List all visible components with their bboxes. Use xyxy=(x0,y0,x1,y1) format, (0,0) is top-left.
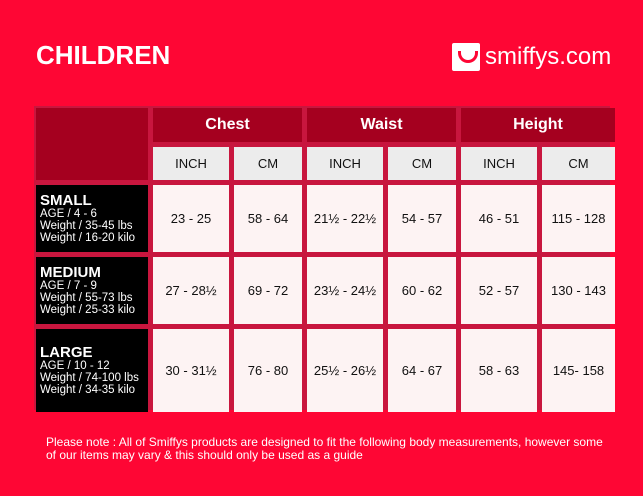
unit-header: INCH xyxy=(307,147,383,180)
table-cell: 27 - 28½ xyxy=(153,257,229,324)
unit-header: CM xyxy=(388,147,456,180)
header-waist: Waist xyxy=(307,108,456,142)
table-cell: 25½ - 26½ xyxy=(307,329,383,412)
unit-header: INCH xyxy=(153,147,229,180)
size-label: SMALL AGE / 4 - 6 Weight / 35-45 lbs Weight… xyxy=(36,185,148,252)
size-name: SMALL xyxy=(40,191,92,209)
unit-header: CM xyxy=(542,147,615,180)
size-detail: Weight / 35-45 lbs xyxy=(40,219,133,232)
size-name: LARGE xyxy=(40,343,93,361)
size-detail: Weight / 74-100 lbs xyxy=(40,371,139,384)
size-label: MEDIUM AGE / 7 - 9 Weight / 55-73 lbs Weigh… xyxy=(36,257,148,324)
table-cell: 46 - 51 xyxy=(461,185,537,252)
table-cell: 69 - 72 xyxy=(234,257,302,324)
size-detail: Weight / 16-20 kilo xyxy=(40,231,136,244)
size-detail: AGE / 4 - 6 xyxy=(40,207,97,220)
unit-header: INCH xyxy=(461,147,537,180)
table-cell: 58 - 64 xyxy=(234,185,302,252)
table-cell: 54 - 57 xyxy=(388,185,456,252)
corner-cell xyxy=(36,108,148,180)
size-detail: Weight / 25-33 kilo xyxy=(40,303,136,316)
table-cell: 115 - 128 xyxy=(542,185,615,252)
table-cell: 145- 158 xyxy=(542,329,615,412)
smile-icon xyxy=(452,43,480,71)
logo-text: smiffys.com xyxy=(485,43,612,70)
size-detail: Weight / 34-35 kilo xyxy=(40,383,136,396)
size-label: LARGE AGE / 10 - 12 Weight / 74-100 lbs Wei… xyxy=(36,329,148,412)
table-cell: 76 - 80 xyxy=(234,329,302,412)
smiffys-logo: smiffys.com xyxy=(452,43,611,71)
size-name: MEDIUM xyxy=(40,263,101,281)
size-detail: Weight / 55-73 lbs xyxy=(40,291,133,304)
table-cell: 23½ - 24½ xyxy=(307,257,383,324)
size-detail: AGE / 7 - 9 xyxy=(40,279,97,292)
page-title: CHILDREN xyxy=(36,40,171,70)
header-height: Height xyxy=(461,108,615,142)
size-table: Chest Waist Height INCH CM INCH CM INCH … xyxy=(34,106,615,412)
table-cell: 58 - 63 xyxy=(461,329,537,412)
table-cell: 130 - 143 xyxy=(542,257,615,324)
table-cell: 23 - 25 xyxy=(153,185,229,252)
table-cell: 52 - 57 xyxy=(461,257,537,324)
table-cell: 64 - 67 xyxy=(388,329,456,412)
size-detail: AGE / 10 - 12 xyxy=(40,359,110,372)
header-chest: Chest xyxy=(153,108,302,142)
table-cell: 60 - 62 xyxy=(388,257,456,324)
unit-header: CM xyxy=(234,147,302,180)
disclaimer-note: Please note : All of Smiffys products ar… xyxy=(46,435,603,462)
table-cell: 21½ - 22½ xyxy=(307,185,383,252)
table-cell: 30 - 31½ xyxy=(153,329,229,412)
